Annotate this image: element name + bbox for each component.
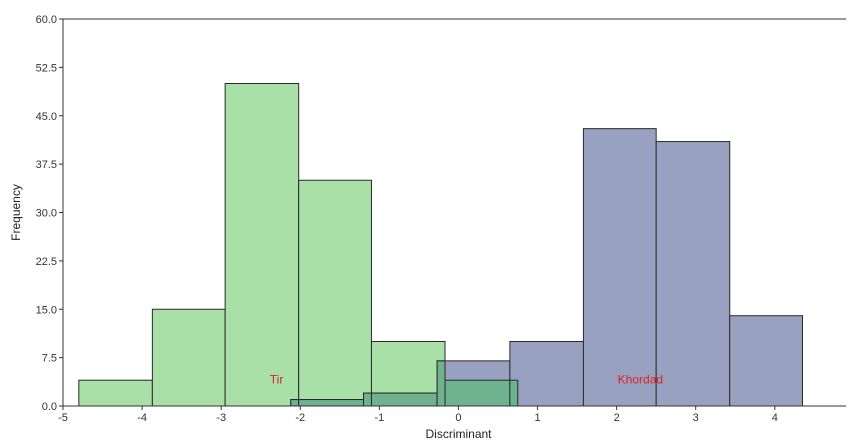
overlap-bar-3 [370,392,438,407]
khordad-bar-5 [655,141,731,407]
y-tick-label-3: 22.5 [36,256,57,268]
y-tick-label-1: 7.5 [42,353,57,365]
tir-bar-3 [298,179,372,407]
tir-bar-2 [224,83,300,407]
y-tick-label-2: 15.0 [36,304,57,316]
y-tick-label-6: 45.0 [36,111,57,123]
y-tick-label-0: 0.0 [42,401,57,413]
khordad-bar-6 [729,315,804,407]
y-tick-label-8: 60.0 [36,14,57,26]
x-tick-label-7: 2 [614,412,620,424]
x-tick-label-6: 1 [534,412,540,424]
y-axis-label: Frequency [9,184,23,241]
khordad-bar-3 [509,341,584,407]
overlap-layer [290,360,519,407]
y-tick-label-7: 52.5 [36,62,57,74]
x-tick-label-5: 0 [455,412,461,424]
group-label-khordad: Khordad [618,372,663,386]
axes-layer: 0.0 7.5 15.0 22.5 30.0 37.5 45.0 52.5 60.0 -5 -4 -3… [36,14,846,424]
overlap-bar-5 [444,379,511,407]
x-tick-label-4: -1 [374,412,384,424]
tir-bar-1 [151,308,226,407]
x-tick-label-1: -4 [137,412,147,424]
y-tick-label-4: 30.0 [36,208,57,220]
overlap-bar-2 [363,392,372,407]
bars-layer [78,83,804,407]
overlap-bar-4 [436,360,446,407]
tir-bar-0 [78,379,153,407]
y-tick-label-5: 37.5 [36,159,57,171]
overlap-bar-0 [290,399,300,407]
khordad-bar-4 [582,128,657,407]
x-tick-label-3: -2 [295,412,305,424]
x-tick-label-9: 4 [772,412,778,424]
x-tick-label-2: -3 [216,412,226,424]
x-tick-label-0: -5 [58,412,68,424]
annotations-layer: Tir Khordad [270,372,663,386]
overlap-bar-6 [509,379,519,407]
x-tick-label-8: 3 [693,412,699,424]
x-axis-label: Discriminant [425,427,492,441]
group-label-tir: Tir [270,372,284,386]
overlap-bar-1 [298,399,365,407]
